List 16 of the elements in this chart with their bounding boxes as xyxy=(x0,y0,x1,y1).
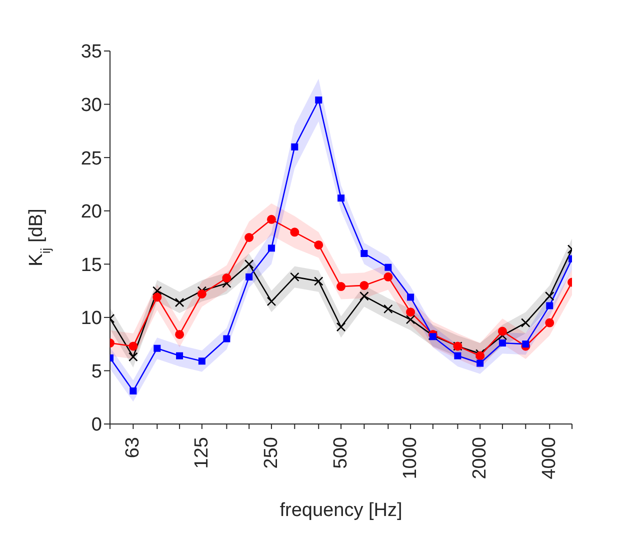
y-tick-label: 35 xyxy=(80,42,102,63)
x-tick-label: 500 xyxy=(330,437,352,469)
y-tick-label: 0 xyxy=(91,414,102,436)
x-tick-label: 250 xyxy=(260,437,282,469)
x-tick-label: 2000 xyxy=(470,437,491,480)
x-tick-label: 1000 xyxy=(400,437,422,480)
y-tick-label: 10 xyxy=(80,308,102,330)
y-tick-label: 5 xyxy=(91,361,102,382)
x-tick-label: 125 xyxy=(191,437,212,469)
x-axis-title: frequency [Hz] xyxy=(280,500,402,521)
y-tick-label: 25 xyxy=(80,148,102,170)
x-tick-label: 4000 xyxy=(539,437,560,480)
y-tick-label: 20 xyxy=(80,202,102,223)
x-tick-label: 63 xyxy=(122,437,144,458)
y-tick-label: 15 xyxy=(80,254,102,276)
y-tick-label: 30 xyxy=(80,95,102,116)
